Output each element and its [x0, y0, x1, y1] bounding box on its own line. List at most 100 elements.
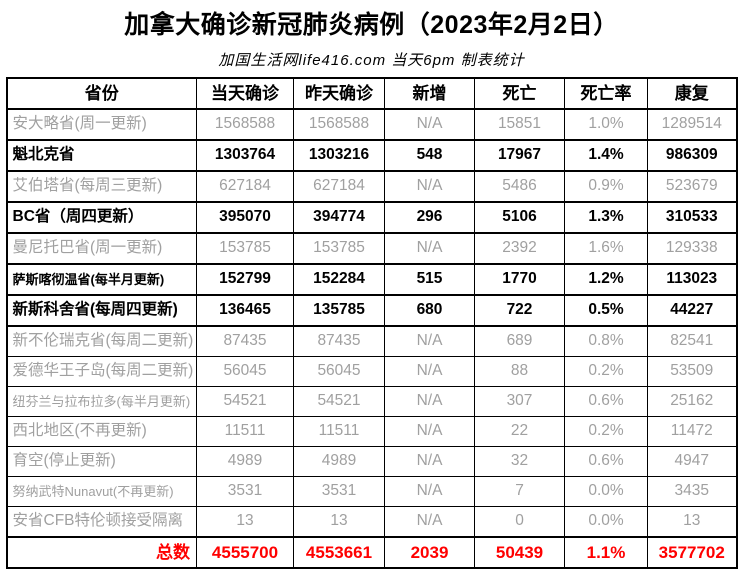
cell-recovered: 986309: [647, 139, 737, 172]
col-header-yesterday-confirmed: 昨天确诊: [293, 77, 385, 110]
cell-new-cases: N/A: [384, 170, 475, 203]
cell-province: 艾伯塔省(每周三更新): [6, 170, 197, 203]
cell-total-new-cases: 2039: [384, 536, 475, 569]
cell-deaths: 88: [474, 356, 565, 387]
cell-province: 萨斯喀彻温省(每半月更新): [6, 263, 197, 296]
cell-death-rate: 0.8%: [564, 325, 648, 357]
cell-province: 新不伦瑞克省(每周二更新): [6, 325, 197, 357]
cell-province: 爱德华王子岛(每周二更新): [6, 356, 197, 387]
table-row-alberta: 艾伯塔省(每周三更新) 627184 627184 N/A 5486 0.9% …: [6, 170, 737, 203]
cell-recovered: 129338: [647, 232, 737, 265]
cell-yesterday-confirmed: 11511: [293, 416, 385, 447]
cell-total-death-rate: 1.1%: [564, 536, 648, 569]
col-header-new-cases: 新增: [384, 77, 475, 110]
cell-yesterday-confirmed: 627184: [293, 170, 385, 203]
table-row-northwest-territories: 西北地区(不再更新) 11511 11511 N/A 22 0.2% 11472: [6, 416, 737, 447]
table-row-new-brunswick: 新不伦瑞克省(每周二更新) 87435 87435 N/A 689 0.8% 8…: [6, 325, 737, 357]
cell-recovered: 4947: [647, 446, 737, 477]
table-row-nova-scotia: 新斯科舍省(每周四更新) 136465 135785 680 722 0.5% …: [6, 294, 737, 327]
cell-today-confirmed: 54521: [196, 386, 294, 417]
cell-death-rate: 0.2%: [564, 416, 648, 447]
cell-death-rate: 1.6%: [564, 232, 648, 265]
cell-recovered: 310533: [647, 201, 737, 234]
cell-deaths: 7: [474, 476, 565, 507]
cell-today-confirmed: 395070: [196, 201, 294, 234]
cell-new-cases: N/A: [384, 446, 475, 477]
table-row-pei: 爱德华王子岛(每周二更新) 56045 56045 N/A 88 0.2% 53…: [6, 356, 737, 387]
page-title: 加拿大确诊新冠肺炎病例（2023年2月2日）: [124, 11, 619, 39]
cell-death-rate: 1.0%: [564, 108, 648, 141]
cell-recovered: 44227: [647, 294, 737, 327]
col-header-deaths: 死亡: [474, 77, 565, 110]
cell-yesterday-confirmed: 153785: [293, 232, 385, 265]
cell-total-today-confirmed: 4555700: [196, 536, 294, 569]
cell-new-cases: N/A: [384, 506, 475, 538]
cell-province: 西北地区(不再更新): [6, 416, 197, 447]
cell-today-confirmed: 1303764: [196, 139, 294, 172]
cell-province: 魁北克省: [6, 139, 197, 172]
cell-recovered: 13: [647, 506, 737, 538]
cell-death-rate: 0.5%: [564, 294, 648, 327]
cell-deaths: 15851: [474, 108, 565, 141]
cell-province: 努纳武特Nunavut(不再更新): [6, 476, 197, 507]
table-row-saskatchewan: 萨斯喀彻温省(每半月更新) 152799 152284 515 1770 1.2…: [6, 263, 737, 296]
cell-recovered: 3435: [647, 476, 737, 507]
cell-today-confirmed: 1568588: [196, 108, 294, 141]
table-row-newfoundland: 纽芬兰与拉布拉多(每半月更新) 54521 54521 N/A 307 0.6%…: [6, 386, 737, 417]
cell-deaths: 5486: [474, 170, 565, 203]
cell-province: 安省CFB特伦顿接受隔离: [6, 506, 197, 538]
table-row-manitoba: 曼尼托巴省(周一更新) 153785 153785 N/A 2392 1.6% …: [6, 232, 737, 265]
cell-death-rate: 0.0%: [564, 506, 648, 538]
cell-recovered: 53509: [647, 356, 737, 387]
cell-recovered: 523679: [647, 170, 737, 203]
cell-death-rate: 0.6%: [564, 386, 648, 417]
cell-today-confirmed: 56045: [196, 356, 294, 387]
cell-new-cases: 296: [384, 201, 475, 234]
cell-today-confirmed: 13: [196, 506, 294, 538]
cell-deaths: 0: [474, 506, 565, 538]
header-row: 省份 当天确诊 昨天确诊 新增 死亡 死亡率 康复: [6, 77, 737, 110]
cell-yesterday-confirmed: 1568588: [293, 108, 385, 141]
cell-death-rate: 1.2%: [564, 263, 648, 296]
cell-recovered: 11472: [647, 416, 737, 447]
cell-total-deaths: 50439: [474, 536, 565, 569]
cell-new-cases: N/A: [384, 476, 475, 507]
cell-total-yesterday-confirmed: 4553661: [293, 536, 385, 569]
cell-today-confirmed: 87435: [196, 325, 294, 357]
table-row-yukon: 育空(停止更新) 4989 4989 N/A 32 0.6% 4947: [6, 446, 737, 477]
cell-new-cases: 680: [384, 294, 475, 327]
cell-yesterday-confirmed: 13: [293, 506, 385, 538]
table-row-bc: BC省（周四更新） 395070 394774 296 5106 1.3% 31…: [6, 201, 737, 234]
cell-deaths: 1770: [474, 263, 565, 296]
cell-deaths: 2392: [474, 232, 565, 265]
table-row-ontario: 安大略省(周一更新) 1568588 1568588 N/A 15851 1.0…: [6, 108, 737, 141]
cell-deaths: 22: [474, 416, 565, 447]
cell-today-confirmed: 627184: [196, 170, 294, 203]
cell-yesterday-confirmed: 152284: [293, 263, 385, 296]
cell-new-cases: 515: [384, 263, 475, 296]
cell-today-confirmed: 11511: [196, 416, 294, 447]
cell-death-rate: 1.3%: [564, 201, 648, 234]
col-header-recovered: 康复: [647, 77, 737, 110]
cell-yesterday-confirmed: 87435: [293, 325, 385, 357]
cell-province: 曼尼托巴省(周一更新): [6, 232, 197, 265]
cell-province: BC省（周四更新）: [6, 201, 197, 234]
cell-today-confirmed: 3531: [196, 476, 294, 507]
cell-death-rate: 0.2%: [564, 356, 648, 387]
cell-deaths: 722: [474, 294, 565, 327]
cell-deaths: 307: [474, 386, 565, 417]
cell-today-confirmed: 4989: [196, 446, 294, 477]
cell-total-recovered: 3577702: [647, 536, 737, 569]
page-subtitle: 加国生活网life416.com 当天6pm 制表统计: [218, 52, 525, 69]
cell-today-confirmed: 153785: [196, 232, 294, 265]
table-header: 省份 当天确诊 昨天确诊 新增 死亡 死亡率 康复: [6, 77, 737, 110]
cell-yesterday-confirmed: 3531: [293, 476, 385, 507]
cell-new-cases: N/A: [384, 232, 475, 265]
cell-death-rate: 1.4%: [564, 139, 648, 172]
cell-new-cases: N/A: [384, 108, 475, 141]
cell-new-cases: N/A: [384, 325, 475, 357]
cell-yesterday-confirmed: 135785: [293, 294, 385, 327]
cell-yesterday-confirmed: 394774: [293, 201, 385, 234]
cell-deaths: 17967: [474, 139, 565, 172]
cell-yesterday-confirmed: 4989: [293, 446, 385, 477]
